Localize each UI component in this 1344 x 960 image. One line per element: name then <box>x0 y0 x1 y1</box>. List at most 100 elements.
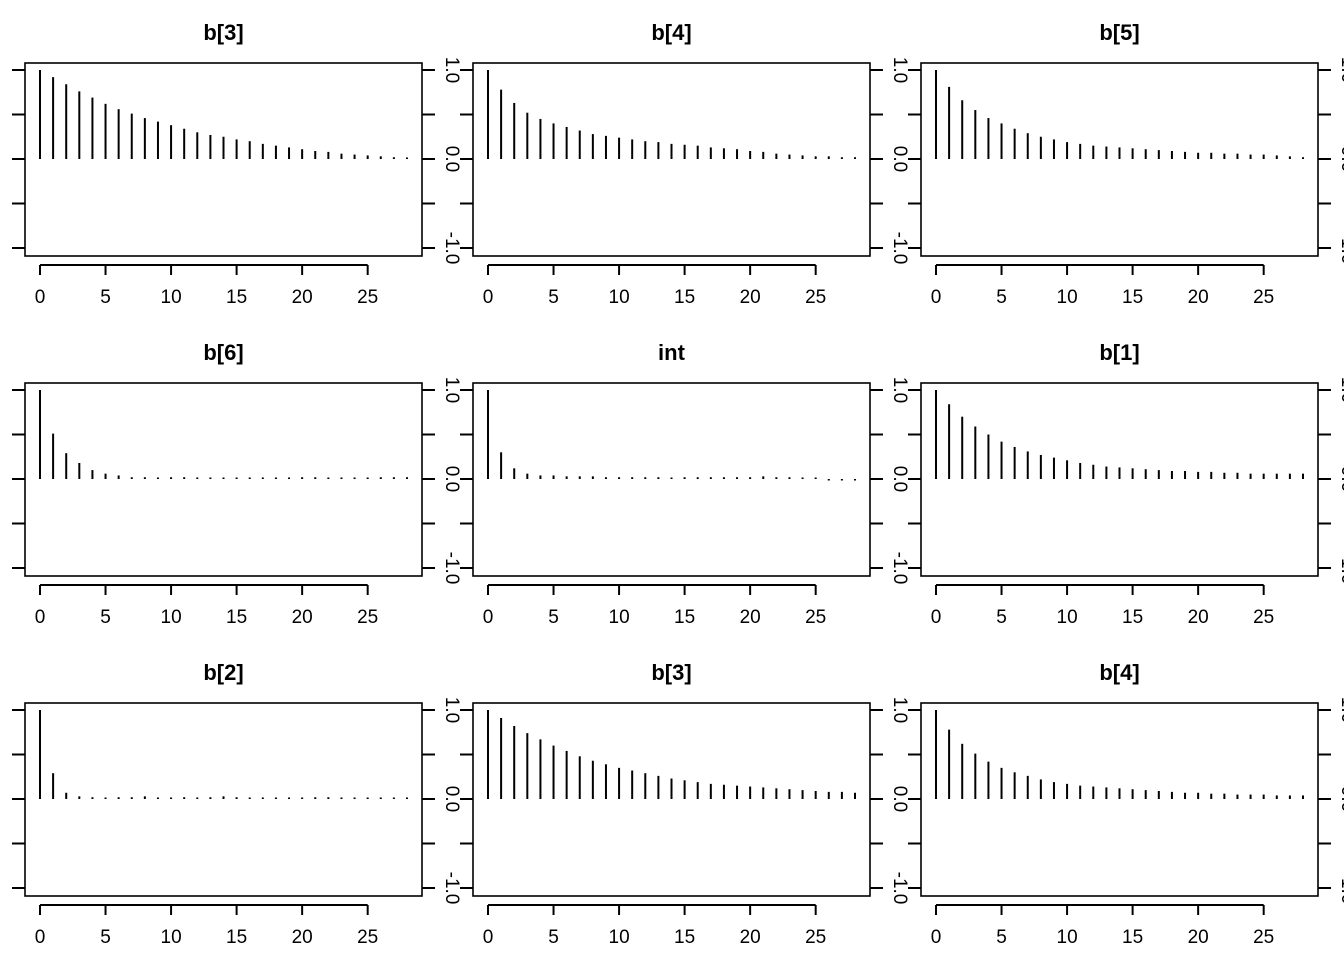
x-tick-label: 10 <box>609 607 630 628</box>
x-tick-label: 5 <box>100 287 111 308</box>
x-tick-label: 15 <box>1122 607 1143 628</box>
plot-frame <box>920 62 1319 257</box>
x-tick-label: 25 <box>357 607 378 628</box>
x-tick-label: 5 <box>548 927 559 948</box>
x-tick-label: 5 <box>100 927 111 948</box>
y-tick-label: -1.0 <box>889 552 910 585</box>
y-tick-label: 1.0 <box>441 57 462 83</box>
x-tick-label: 15 <box>674 287 695 308</box>
y-tick-label: 0.0 <box>889 146 910 172</box>
x-tick-label: 20 <box>1188 287 1209 308</box>
y-tick-label: 1.0 <box>889 697 910 723</box>
x-tick-label: 0 <box>483 607 494 628</box>
x-tick-label: 10 <box>1057 607 1078 628</box>
y-tick-label: -1.0 <box>1337 552 1344 585</box>
x-tick-label: 15 <box>226 287 247 308</box>
y-tick-label: -1.0 <box>441 232 462 265</box>
x-tick-label: 10 <box>609 287 630 308</box>
y-tick-label: 1.0 <box>1337 697 1344 723</box>
x-tick-label: 0 <box>931 287 942 308</box>
x-tick-label: 15 <box>674 927 695 948</box>
x-tick-label: 25 <box>357 927 378 948</box>
x-tick-label: 20 <box>292 927 313 948</box>
y-tick-label: -1.0 <box>889 872 910 905</box>
chart-title: b[3] <box>203 20 243 45</box>
chart-title: b[6] <box>203 340 243 365</box>
x-tick-label: 25 <box>1253 287 1274 308</box>
x-tick-label: 20 <box>740 287 761 308</box>
y-tick-label: 1.0 <box>889 377 910 403</box>
x-tick-label: 20 <box>1188 607 1209 628</box>
y-tick-label: 1.0 <box>1337 377 1344 403</box>
y-tick-label: 0.0 <box>441 466 462 492</box>
x-tick-label: 20 <box>292 287 313 308</box>
x-tick-label: 0 <box>483 287 494 308</box>
x-tick-label: 25 <box>805 607 826 628</box>
x-tick-label: 25 <box>805 287 826 308</box>
x-tick-label: 10 <box>161 287 182 308</box>
y-tick-label: -1.0 <box>1337 872 1344 905</box>
x-tick-label: 10 <box>1057 927 1078 948</box>
x-tick-label: 5 <box>548 287 559 308</box>
plot-frame <box>920 702 1319 897</box>
x-tick-label: 15 <box>226 607 247 628</box>
y-tick-label: 1.0 <box>889 57 910 83</box>
x-tick-label: 0 <box>931 927 942 948</box>
x-tick-label: 10 <box>1057 287 1078 308</box>
chart-title: b[5] <box>1099 20 1139 45</box>
x-tick-label: 10 <box>609 927 630 948</box>
x-tick-label: 25 <box>1253 927 1274 948</box>
y-tick-label: 0.0 <box>441 786 462 812</box>
x-tick-label: 20 <box>740 927 761 948</box>
plot-frame <box>24 702 423 897</box>
plot-frame <box>472 702 871 897</box>
x-tick-label: 0 <box>35 607 46 628</box>
x-tick-label: 10 <box>161 607 182 628</box>
acf-panel-6: b[1] -1.0 0.0 1.0 0 5 10 15 20 25 <box>908 340 1344 628</box>
x-tick-label: 5 <box>996 287 1007 308</box>
acf-panel-4: b[6] -1.0 0.0 1.0 0 5 10 15 20 25 <box>12 340 462 628</box>
x-tick-label: 5 <box>996 607 1007 628</box>
acf-panel-8: b[3] -1.0 0.0 1.0 0 5 10 15 20 25 <box>460 660 910 948</box>
chart-title: b[1] <box>1099 340 1139 365</box>
x-tick-label: 15 <box>1122 927 1143 948</box>
y-tick-label: 0.0 <box>1337 146 1344 172</box>
x-tick-label: 25 <box>805 927 826 948</box>
x-tick-label: 0 <box>483 927 494 948</box>
acf-panel-1: b[3] -1.0 0.0 1.0 0 5 10 15 20 25 <box>12 20 462 308</box>
x-tick-label: 20 <box>1188 927 1209 948</box>
x-tick-label: 15 <box>674 607 695 628</box>
y-tick-label: 0.0 <box>1337 466 1344 492</box>
chart-title: b[3] <box>651 660 691 685</box>
plot-frame <box>24 62 423 257</box>
plot-frame <box>472 62 871 257</box>
y-tick-label: 0.0 <box>1337 786 1344 812</box>
chart-title: b[4] <box>1099 660 1139 685</box>
x-tick-label: 25 <box>357 287 378 308</box>
acf-panel-7: b[2] -1.0 0.0 1.0 0 5 10 15 20 25 <box>12 660 462 948</box>
y-tick-label: 0.0 <box>441 146 462 172</box>
y-tick-label: -1.0 <box>889 232 910 265</box>
y-tick-label: 1.0 <box>441 377 462 403</box>
y-tick-label: -1.0 <box>1337 232 1344 265</box>
chart-title: b[4] <box>651 20 691 45</box>
y-tick-label: 0.0 <box>889 786 910 812</box>
chart-title: int <box>658 340 686 365</box>
plot-frame <box>472 382 871 577</box>
acf-panel-9: b[4] -1.0 0.0 1.0 0 5 10 15 20 25 <box>908 660 1344 948</box>
chart-title: b[2] <box>203 660 243 685</box>
x-tick-label: 20 <box>740 607 761 628</box>
x-tick-label: 25 <box>1253 607 1274 628</box>
acf-panel-2: b[4] -1.0 0.0 1.0 0 5 10 15 20 25 <box>460 20 910 308</box>
x-tick-label: 10 <box>161 927 182 948</box>
plot-frame <box>24 382 423 577</box>
x-tick-label: 5 <box>100 607 111 628</box>
y-tick-label: 1.0 <box>441 697 462 723</box>
plot-frame <box>920 382 1319 577</box>
x-tick-label: 5 <box>548 607 559 628</box>
x-tick-label: 0 <box>35 287 46 308</box>
y-tick-label: -1.0 <box>441 552 462 585</box>
x-tick-label: 0 <box>35 927 46 948</box>
x-tick-label: 5 <box>996 927 1007 948</box>
